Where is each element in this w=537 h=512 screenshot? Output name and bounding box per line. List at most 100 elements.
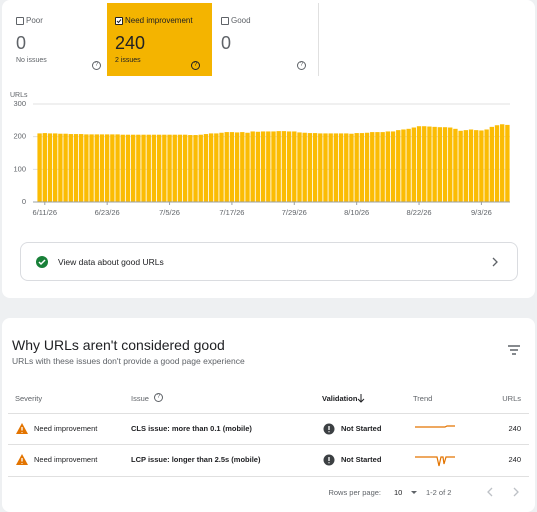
bar xyxy=(479,130,484,202)
help-icon[interactable]: ? xyxy=(191,61,200,70)
bar xyxy=(182,134,188,202)
help-icon[interactable]: ? xyxy=(297,61,306,70)
bar xyxy=(292,131,297,202)
poor-tile[interactable]: Poor 0 No issues ? xyxy=(8,3,114,76)
bar xyxy=(422,126,427,202)
bar xyxy=(312,133,318,202)
bar xyxy=(416,126,422,202)
trend-sparkline xyxy=(415,422,455,436)
trend-sparkline xyxy=(415,453,455,467)
bar xyxy=(240,132,245,202)
page-range: 1-2 of 2 xyxy=(426,488,452,497)
bar xyxy=(234,132,240,202)
help-icon[interactable]: ? xyxy=(154,393,163,402)
dropdown-arrow[interactable] xyxy=(410,490,418,496)
bar xyxy=(396,130,401,202)
x-tick-label: 7/5/26 xyxy=(159,208,180,217)
rows-per-page-label: Rows per page: xyxy=(328,488,381,497)
bar xyxy=(94,134,99,202)
sort-arrow[interactable] xyxy=(357,393,365,403)
good-urls-link[interactable]: View data about good URLs xyxy=(20,242,518,281)
bar xyxy=(271,131,276,202)
bar xyxy=(89,134,94,202)
y-tick-label: 100 xyxy=(13,164,26,173)
bar xyxy=(208,133,214,202)
need-improvement-tile[interactable]: Need improvement 240 2 issues ? xyxy=(107,3,212,76)
bar xyxy=(276,131,281,202)
x-tick-label: 8/10/26 xyxy=(344,208,369,217)
good-tile[interactable]: Good 0 ? xyxy=(213,3,319,76)
bar xyxy=(375,132,380,202)
issues-card xyxy=(2,318,535,512)
filter-icon[interactable] xyxy=(507,345,521,355)
bar xyxy=(401,129,406,202)
bar xyxy=(177,134,183,202)
column-header[interactable]: Validation xyxy=(322,394,358,403)
next-page[interactable] xyxy=(512,487,520,497)
bar xyxy=(359,133,365,202)
check-icon xyxy=(36,256,48,268)
rows-per-page[interactable]: 10 xyxy=(394,488,403,497)
status-icon xyxy=(323,454,335,466)
checkbox[interactable] xyxy=(221,17,229,25)
tile-note: No issues xyxy=(16,57,47,64)
bar xyxy=(130,134,136,202)
bar xyxy=(474,130,479,202)
bar xyxy=(338,133,344,202)
bar xyxy=(354,133,359,202)
column-header: Severity xyxy=(15,394,43,403)
bar xyxy=(42,133,47,202)
bar xyxy=(286,131,292,202)
bar xyxy=(125,134,131,202)
row-divider xyxy=(8,444,529,445)
link-text: View data about good URLs xyxy=(58,257,164,267)
bar xyxy=(427,126,432,202)
bar xyxy=(167,134,172,202)
row-divider xyxy=(8,413,529,414)
bar xyxy=(453,128,458,202)
checkbox[interactable] xyxy=(115,17,123,25)
bar xyxy=(380,132,385,202)
help-icon[interactable]: ? xyxy=(92,61,101,70)
prev-page[interactable] xyxy=(486,487,494,497)
bar xyxy=(318,133,323,202)
warning-icon xyxy=(15,422,29,435)
bar xyxy=(302,132,307,202)
x-tick-label: 7/29/26 xyxy=(282,208,307,217)
warning-icon xyxy=(15,453,29,466)
bar xyxy=(214,133,219,202)
bar xyxy=(297,132,302,202)
y-tick-label: 300 xyxy=(13,99,26,108)
bar xyxy=(120,134,125,202)
bar xyxy=(37,133,42,202)
bar xyxy=(146,134,151,202)
validation: Not Started xyxy=(341,424,382,433)
bar xyxy=(151,134,157,202)
status-icon xyxy=(323,423,335,435)
bar xyxy=(505,124,510,202)
bar xyxy=(323,133,328,202)
bar xyxy=(500,124,505,202)
bar xyxy=(53,133,58,202)
checkbox[interactable] xyxy=(16,17,24,25)
url-count: 240 xyxy=(508,455,521,464)
bar xyxy=(484,129,489,202)
bar xyxy=(141,134,146,202)
bar xyxy=(489,126,494,202)
bar xyxy=(344,133,349,202)
bar xyxy=(364,132,370,202)
y-tick-label: 200 xyxy=(13,132,26,141)
tile-note: 2 issues xyxy=(115,57,141,64)
bar xyxy=(266,131,271,202)
x-tick-label: 9/3/26 xyxy=(471,208,492,217)
column-header: Trend xyxy=(413,394,433,403)
issue[interactable]: LCP issue: longer than 2.5s (mobile) xyxy=(131,455,261,464)
bar xyxy=(110,134,115,202)
column-header: Issue xyxy=(131,394,149,403)
bar xyxy=(349,133,354,202)
tile-value: 0 xyxy=(16,33,27,53)
bar xyxy=(156,134,162,202)
issue[interactable]: CLS issue: more than 0.1 (mobile) xyxy=(131,424,252,433)
bar xyxy=(390,131,396,202)
